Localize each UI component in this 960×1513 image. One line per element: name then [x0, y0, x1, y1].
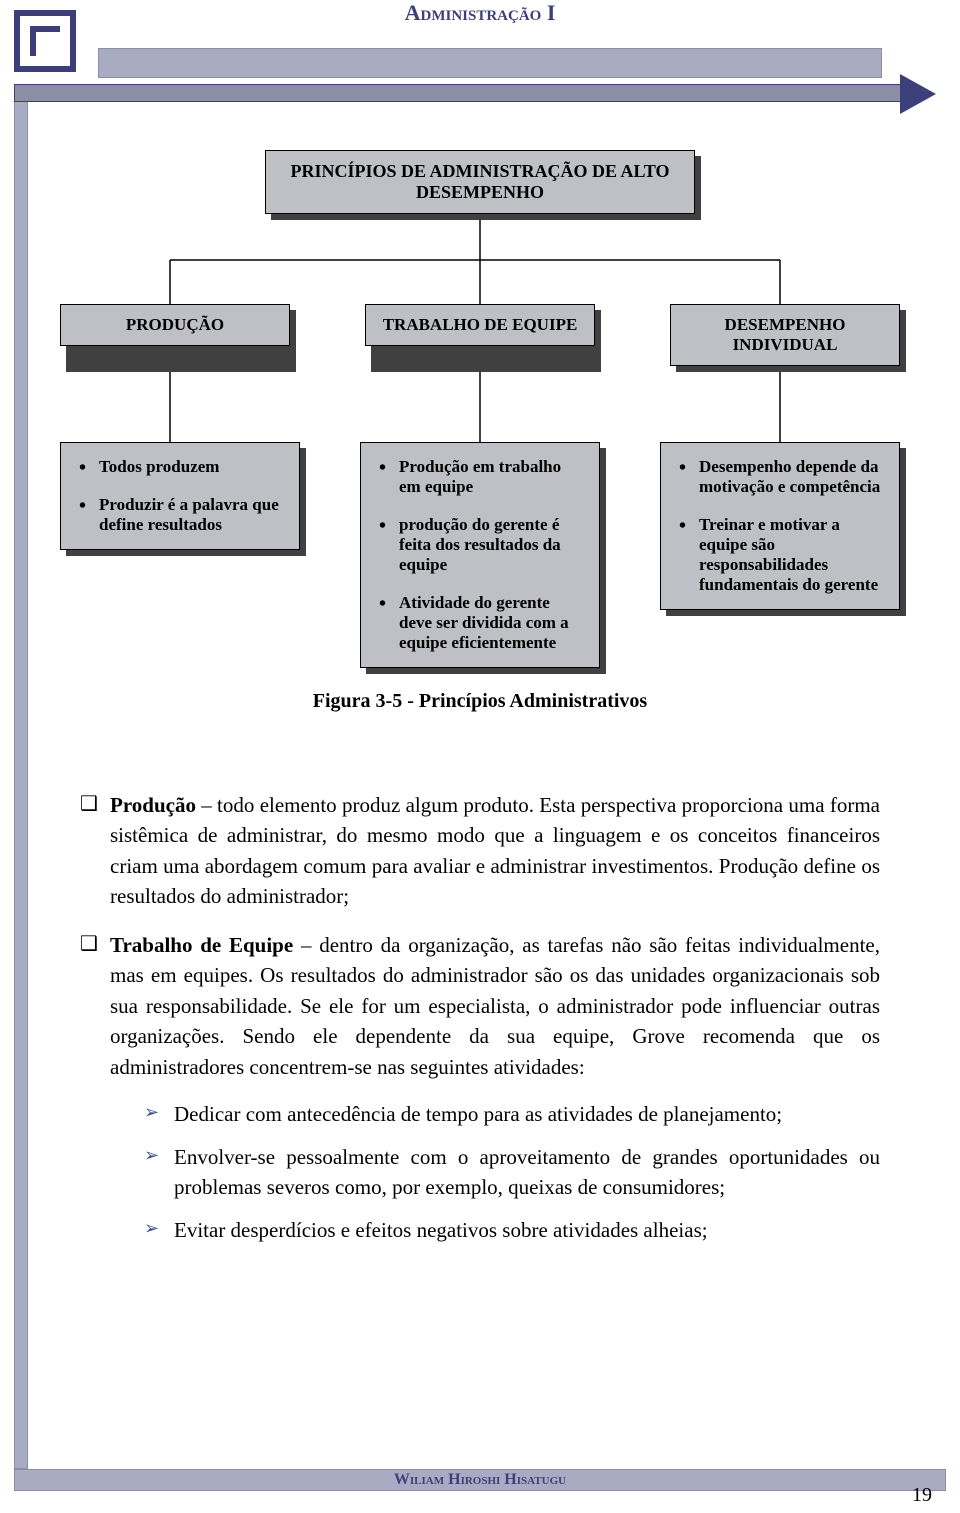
diagram-col-head-0: PRODUÇÃO [60, 304, 290, 366]
triangle-bullet-icon: ➢ [144, 1143, 174, 1202]
bullet-paragraph: ❑ Trabalho de Equipe – dentro da organiz… [80, 930, 880, 1082]
diagram-col-head-label: TRABALHO DE EQUIPE [365, 304, 595, 346]
page-title: Administração I [395, 0, 566, 26]
triangle-bullet-icon: ➢ [144, 1216, 174, 1245]
sub-bullet-list: ➢ Dedicar com antecedência de tempo para… [144, 1100, 880, 1246]
diagram-leaf-2: Desempenho depende da motivação e compet… [660, 442, 900, 610]
diagram-leaf-1: Produção em trabalho em equipe produção … [360, 442, 600, 668]
body-content: ❑ Produção – todo elemento produz algum … [80, 790, 880, 1260]
diagram-col-head-2: DESEMPENHO INDIVIDUAL [670, 304, 900, 366]
header-bar [98, 48, 882, 78]
triangle-bullet-icon: ➢ [144, 1100, 174, 1129]
org-chart-diagram: PRINCÍPIOS DE ADMINISTRAÇÃO DE ALTO DESE… [60, 150, 900, 713]
header-arrow-bar [14, 84, 904, 102]
sub-bullet-item: ➢ Evitar desperdícios e efeitos negativo… [144, 1216, 880, 1245]
leaf-item: Produzir é a palavra que define resultad… [79, 495, 287, 535]
diagram-root-label: PRINCÍPIOS DE ADMINISTRAÇÃO DE ALTO DESE… [265, 150, 695, 214]
leaf-item: Desempenho depende da motivação e compet… [679, 457, 887, 497]
figure-caption: Figura 3-5 - Princípios Administrativos [60, 690, 900, 713]
diagram-leaf-0: Todos produzem Produzir é a palavra que … [60, 442, 300, 550]
leaf-item: Atividade do gerente deve ser dividida c… [379, 593, 587, 653]
diagram-col-head-label: PRODUÇÃO [60, 304, 290, 346]
header-logo-icon [14, 10, 76, 72]
sub-bullet-item: ➢ Dedicar com antecedência de tempo para… [144, 1100, 880, 1129]
sub-bullet-item: ➢ Envolver-se pessoalmente com o aprovei… [144, 1143, 880, 1202]
leaf-item: Produção em trabalho em equipe [379, 457, 587, 497]
diagram-root-box: PRINCÍPIOS DE ADMINISTRAÇÃO DE ALTO DESE… [265, 150, 695, 214]
footer-bar: Wiliam Hiroshi Hisatugu [14, 1469, 946, 1491]
leaf-item: Treinar e motivar a equipe são responsab… [679, 515, 887, 595]
leaf-item: Todos produzem [79, 457, 287, 477]
para-lead: Produção [110, 793, 196, 817]
diagram-col-head-1: TRABALHO DE EQUIPE [365, 304, 595, 366]
leaf-item: produção do gerente é feita dos resultad… [379, 515, 587, 575]
arrow-right-icon [900, 74, 936, 114]
diagram-col-head-label: DESEMPENHO INDIVIDUAL [670, 304, 900, 366]
square-bullet-icon: ❑ [80, 930, 110, 1082]
bullet-paragraph: ❑ Produção – todo elemento produz algum … [80, 790, 880, 912]
para-lead: Trabalho de Equipe [110, 933, 293, 957]
para-text: – todo elemento produz algum produto. Es… [110, 793, 880, 908]
square-bullet-icon: ❑ [80, 790, 110, 912]
sub-bullet-text: Dedicar com antecedência de tempo para a… [174, 1100, 880, 1129]
page-number: 19 [912, 1484, 932, 1507]
left-rail [14, 100, 28, 1469]
sub-bullet-text: Evitar desperdícios e efeitos negativos … [174, 1216, 880, 1245]
sub-bullet-text: Envolver-se pessoalmente com o aproveita… [174, 1143, 880, 1202]
